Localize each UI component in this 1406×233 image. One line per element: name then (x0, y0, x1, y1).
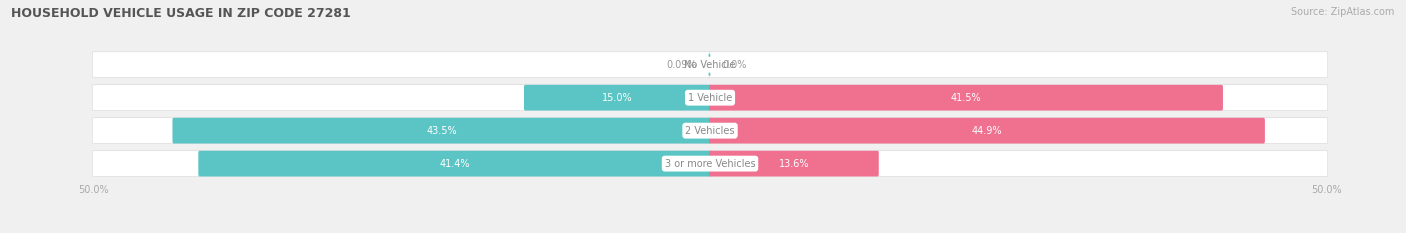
Text: 0.0%: 0.0% (723, 60, 747, 70)
Text: 15.0%: 15.0% (602, 93, 633, 103)
FancyBboxPatch shape (93, 118, 711, 144)
FancyBboxPatch shape (709, 118, 1327, 144)
FancyBboxPatch shape (93, 52, 711, 78)
Text: 1 Vehicle: 1 Vehicle (688, 93, 733, 103)
FancyBboxPatch shape (93, 151, 711, 176)
FancyBboxPatch shape (709, 151, 1327, 176)
FancyBboxPatch shape (709, 151, 879, 176)
Text: No Vehicle: No Vehicle (685, 60, 735, 70)
FancyBboxPatch shape (173, 118, 711, 144)
Text: 2 Vehicles: 2 Vehicles (685, 126, 735, 136)
Legend: Owner-occupied, Renter-occupied: Owner-occupied, Renter-occupied (609, 229, 811, 233)
Text: 41.4%: 41.4% (440, 159, 470, 169)
Text: Source: ZipAtlas.com: Source: ZipAtlas.com (1291, 7, 1395, 17)
FancyBboxPatch shape (524, 85, 711, 110)
FancyBboxPatch shape (709, 52, 1327, 78)
FancyBboxPatch shape (709, 54, 710, 76)
Text: 43.5%: 43.5% (426, 126, 457, 136)
Text: 41.5%: 41.5% (950, 93, 981, 103)
FancyBboxPatch shape (709, 85, 1223, 110)
FancyBboxPatch shape (709, 85, 1327, 110)
FancyBboxPatch shape (198, 151, 711, 176)
Text: 13.6%: 13.6% (779, 159, 810, 169)
Text: 0.09%: 0.09% (666, 60, 696, 70)
Text: 44.9%: 44.9% (972, 126, 1002, 136)
FancyBboxPatch shape (93, 85, 711, 110)
FancyBboxPatch shape (709, 118, 1265, 144)
Text: HOUSEHOLD VEHICLE USAGE IN ZIP CODE 27281: HOUSEHOLD VEHICLE USAGE IN ZIP CODE 2728… (11, 7, 352, 20)
Text: 3 or more Vehicles: 3 or more Vehicles (665, 159, 755, 169)
